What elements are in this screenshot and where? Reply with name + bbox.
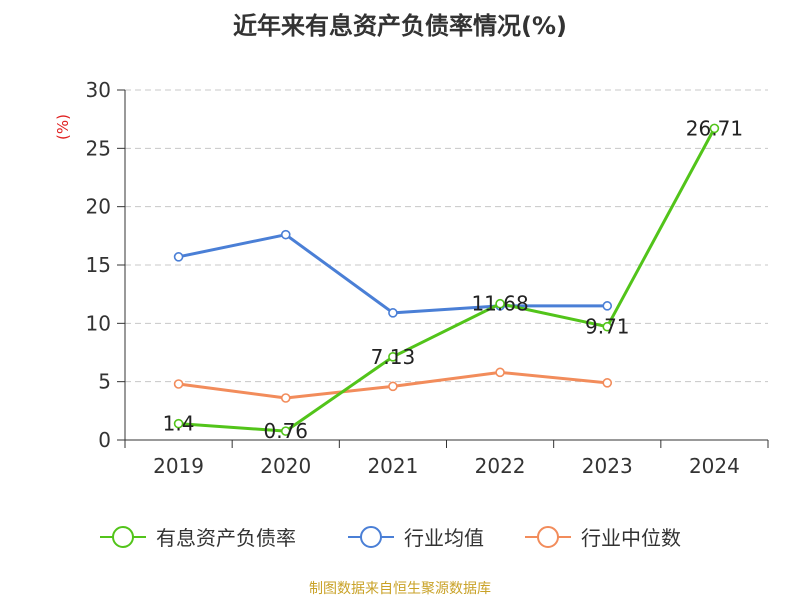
legend-swatch-marker	[360, 526, 382, 548]
data-label: 11.68	[471, 292, 528, 316]
legend-swatch-marker	[537, 526, 559, 548]
y-tick-label: 5	[98, 370, 111, 394]
y-tick-label: 25	[86, 136, 111, 160]
data-point	[602, 378, 613, 388]
x-tick-label: 2019	[153, 454, 204, 478]
data-point	[495, 298, 505, 309]
data-point	[280, 426, 291, 436]
data-label: 1.4	[163, 412, 195, 436]
x-tick-label: 2024	[689, 454, 740, 478]
data-point	[173, 379, 184, 389]
y-tick-label: 10	[86, 311, 111, 335]
data-point	[602, 321, 613, 332]
x-tick-label: 2022	[475, 454, 526, 478]
data-source-footer: 制图数据来自恒生聚源数据库	[309, 581, 491, 597]
data-point	[280, 393, 291, 403]
series-line	[178, 127, 716, 433]
y-tick-label: 30	[86, 78, 111, 102]
y-tick-label: 15	[86, 253, 111, 277]
data-label: 9.71	[585, 315, 630, 339]
data-point	[388, 381, 398, 392]
chart-title: 近年来有息资产负债率情况(%)	[233, 12, 567, 40]
data-point	[388, 308, 398, 318]
data-point	[280, 229, 291, 240]
data-point	[495, 367, 505, 378]
x-tick-label: 2021	[367, 454, 418, 478]
legend-label: 有息资产负债率	[156, 526, 296, 550]
data-point	[173, 418, 184, 429]
data-point	[173, 252, 184, 262]
y-axis-label: (%)	[54, 114, 72, 140]
x-tick-label: 2023	[582, 454, 633, 478]
data-label: 0.76	[263, 419, 308, 443]
legend-swatch-marker	[112, 526, 134, 548]
data-point	[388, 352, 398, 362]
y-tick-label: 20	[86, 195, 111, 219]
series-line	[178, 233, 608, 315]
y-tick-label: 0	[98, 428, 111, 452]
data-point	[709, 123, 720, 134]
data-label: 26.71	[686, 116, 743, 140]
data-label: 7.13	[371, 345, 416, 369]
legend-label: 行业均值	[404, 526, 484, 550]
x-tick-label: 2020	[260, 454, 311, 478]
data-point	[602, 301, 613, 311]
legend-label: 行业中位数	[581, 526, 681, 550]
